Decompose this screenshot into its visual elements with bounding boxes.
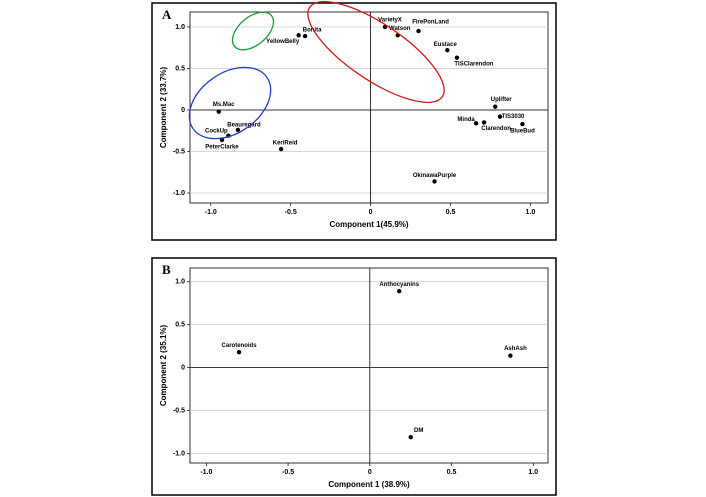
y-tick-label: 0.5 [175,65,185,72]
point [235,127,241,133]
point-label: Watson [389,26,411,32]
point [432,179,437,184]
x-tick-label: 0 [368,469,372,476]
point-label: FirePonLand [412,20,449,26]
point [497,114,503,119]
point [216,109,221,114]
y-tick-label: -1.0 [173,450,185,457]
point-label: TISClarendon [454,61,493,67]
y-axis-title: Component 2 (35.1%) [159,324,168,406]
point [302,33,308,39]
point-label: VarietyX [378,18,402,24]
point-label: TIS3030 [502,114,525,120]
point-label: CockUp [205,128,228,134]
x-axis-title: Component 1(45.9%) [329,220,408,229]
point-label: Beauregard [227,122,261,128]
y-tick-label: -0.5 [173,407,185,414]
group-ellipse [188,66,272,140]
y-axis-title: Component 2 (33.7%) [159,66,168,148]
point-label: Clarendon [481,126,511,132]
point-label: Eustace [434,42,458,48]
point-label: BlueBud [510,129,535,135]
x-tick-label: 0 [369,209,373,216]
point-label: OkinawaPurple [413,173,457,179]
plot-area [189,267,549,464]
point-label: Carotenoids [222,343,258,349]
point [454,55,460,60]
point [408,435,413,440]
panel-frame [151,257,557,496]
x-tick-label: 1.0 [528,469,538,476]
x-tick-label: 0.5 [446,209,456,216]
group-ellipse [307,0,445,104]
y-tick-label: 0.5 [175,322,185,329]
panel-label: B [162,262,171,277]
point-label: KeriReid [273,141,298,147]
x-tick-label: -0.5 [282,469,294,476]
point-label: Bonita [303,28,322,34]
y-tick-label: 0 [181,107,185,114]
point [296,33,301,38]
x-tick-label: 1.0 [526,209,536,216]
group-ellipse [231,11,275,51]
point-label: Minda [457,117,475,123]
point-label: Uplifter [491,97,513,103]
x-tick-label: -1.0 [200,469,212,476]
point [493,104,498,109]
point [445,48,450,53]
x-axis-title: Component 1 (38.9%) [328,480,410,489]
y-tick-label: 1.0 [175,24,185,31]
point-label: DM [414,428,423,434]
point-label: YellowBelly [266,39,300,45]
point-label: Anthocyanins [379,282,419,288]
point [278,146,284,152]
y-tick-label: 0 [181,364,185,371]
point [236,349,242,355]
point [520,121,525,127]
panel-label: A [162,7,172,22]
point-label: Ms.Mac [213,102,235,108]
y-tick-label: -1.0 [173,190,185,197]
panel-frame [151,2,557,241]
x-tick-label: 0.5 [447,469,457,476]
point [473,121,479,126]
point [508,353,513,358]
x-tick-label: -0.5 [285,209,297,216]
y-tick-label: -0.5 [173,148,185,155]
point-label: PeterClarke [205,144,239,150]
x-tick-label: -1.0 [205,209,217,216]
point [416,28,421,34]
y-tick-label: 1.0 [175,279,185,286]
point [481,120,487,125]
point [397,288,402,294]
point-label: AshAsh [504,346,527,352]
